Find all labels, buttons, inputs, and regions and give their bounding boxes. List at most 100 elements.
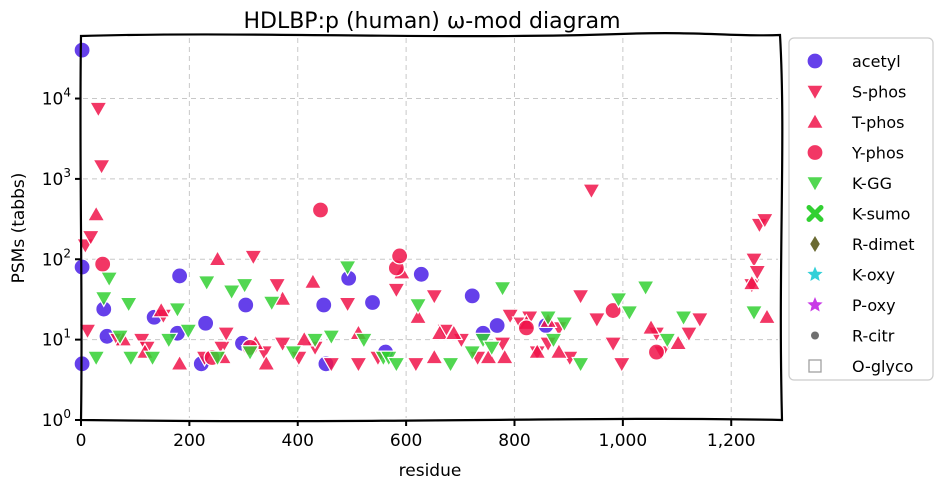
x-tick-label: 600 [390, 431, 422, 451]
data-point [571, 356, 591, 374]
data-point [408, 298, 428, 315]
data-point [170, 354, 190, 371]
plot-frame [79, 32, 784, 423]
data-point [119, 296, 139, 314]
data-point [619, 305, 639, 322]
data-point [294, 330, 314, 347]
data-point [212, 340, 232, 358]
data-point [92, 159, 112, 176]
x-tick-label: 1,000 [599, 431, 648, 451]
data-point [495, 347, 515, 365]
x-tick-label: 400 [282, 431, 314, 451]
legend-marker [805, 176, 825, 193]
data-point [609, 292, 628, 309]
data-points [73, 41, 777, 374]
legend: acetyl S-phos T-phos Y-phos K-GG K-sumo R-dime… [788, 37, 934, 381]
y-axis-ticks: 100 101 102 103 104 [42, 86, 81, 431]
legend-marker [806, 52, 824, 70]
data-point [386, 282, 406, 300]
data-point [283, 345, 303, 362]
y-tick-label: 104 [42, 86, 71, 110]
data-point [305, 332, 325, 350]
data-point [243, 249, 263, 267]
data-point [538, 310, 558, 327]
legend-marker [807, 297, 823, 312]
data-point [88, 101, 108, 119]
legend-label: T-phos [851, 113, 905, 132]
legend-label: K-oxy [852, 266, 895, 285]
data-point [171, 267, 189, 285]
data-point [121, 350, 141, 368]
y-axis-label: PSMs (tabbs) [9, 173, 29, 284]
data-point [178, 323, 198, 341]
legend-box [788, 37, 934, 381]
data-point [657, 332, 677, 350]
x-tick-label: 200 [173, 431, 205, 451]
legend-marker [807, 266, 823, 281]
legend-label: acetyl [852, 52, 901, 71]
data-point [747, 264, 767, 282]
data-point [321, 356, 341, 374]
data-point [668, 333, 688, 351]
series-t-phos [86, 204, 777, 371]
data-point [338, 260, 358, 277]
data-point [441, 356, 460, 374]
legend-label: P-oxy [852, 296, 896, 315]
legend-label: K-GG [852, 174, 892, 193]
x-tick-label: 0 [76, 431, 87, 451]
data-point [493, 281, 513, 298]
x-tick-label: 800 [498, 431, 530, 451]
legend-label: K-sumo [852, 205, 910, 224]
data-point [587, 312, 607, 329]
data-point [647, 343, 666, 361]
data-point [674, 310, 693, 327]
legend-label: R-dimet [852, 235, 915, 254]
data-point [612, 356, 632, 374]
data-point [424, 289, 444, 306]
data-point [338, 296, 358, 314]
legend-label: S-phos [852, 83, 906, 102]
data-point [151, 300, 171, 318]
legend-marker [805, 112, 825, 129]
data-point [143, 350, 162, 368]
data-point [408, 307, 428, 325]
data-point [690, 312, 710, 329]
data-point [273, 336, 293, 353]
data-point [354, 332, 374, 350]
data-point [679, 326, 699, 343]
data-point [742, 273, 762, 291]
legend-marker [806, 143, 824, 162]
data-point [479, 347, 498, 365]
data-point [94, 291, 114, 308]
data-point [197, 314, 215, 332]
data-point [391, 247, 409, 265]
data-point [222, 284, 242, 301]
data-point [604, 301, 622, 320]
data-point [363, 293, 382, 312]
data-point [99, 271, 119, 288]
data-point [73, 41, 91, 59]
data-point [208, 249, 227, 267]
data-point [424, 347, 444, 365]
data-point [744, 252, 764, 269]
legend-marker [805, 84, 825, 102]
data-point [321, 329, 341, 346]
data-point [406, 356, 426, 374]
data-point [168, 302, 187, 319]
data-point [262, 295, 282, 313]
legend-marker [806, 205, 824, 222]
data-point [581, 183, 601, 200]
data-point [86, 350, 106, 368]
data-point [216, 326, 236, 343]
data-point [240, 345, 260, 362]
data-point [256, 354, 276, 371]
data-point [86, 204, 106, 222]
data-point [641, 318, 661, 335]
x-tick-label: 1,200 [707, 431, 756, 451]
data-point [757, 307, 777, 325]
legend-marker [810, 236, 820, 252]
data-point [311, 201, 330, 219]
data-point [527, 342, 547, 359]
y-tick-label: 103 [42, 166, 71, 190]
